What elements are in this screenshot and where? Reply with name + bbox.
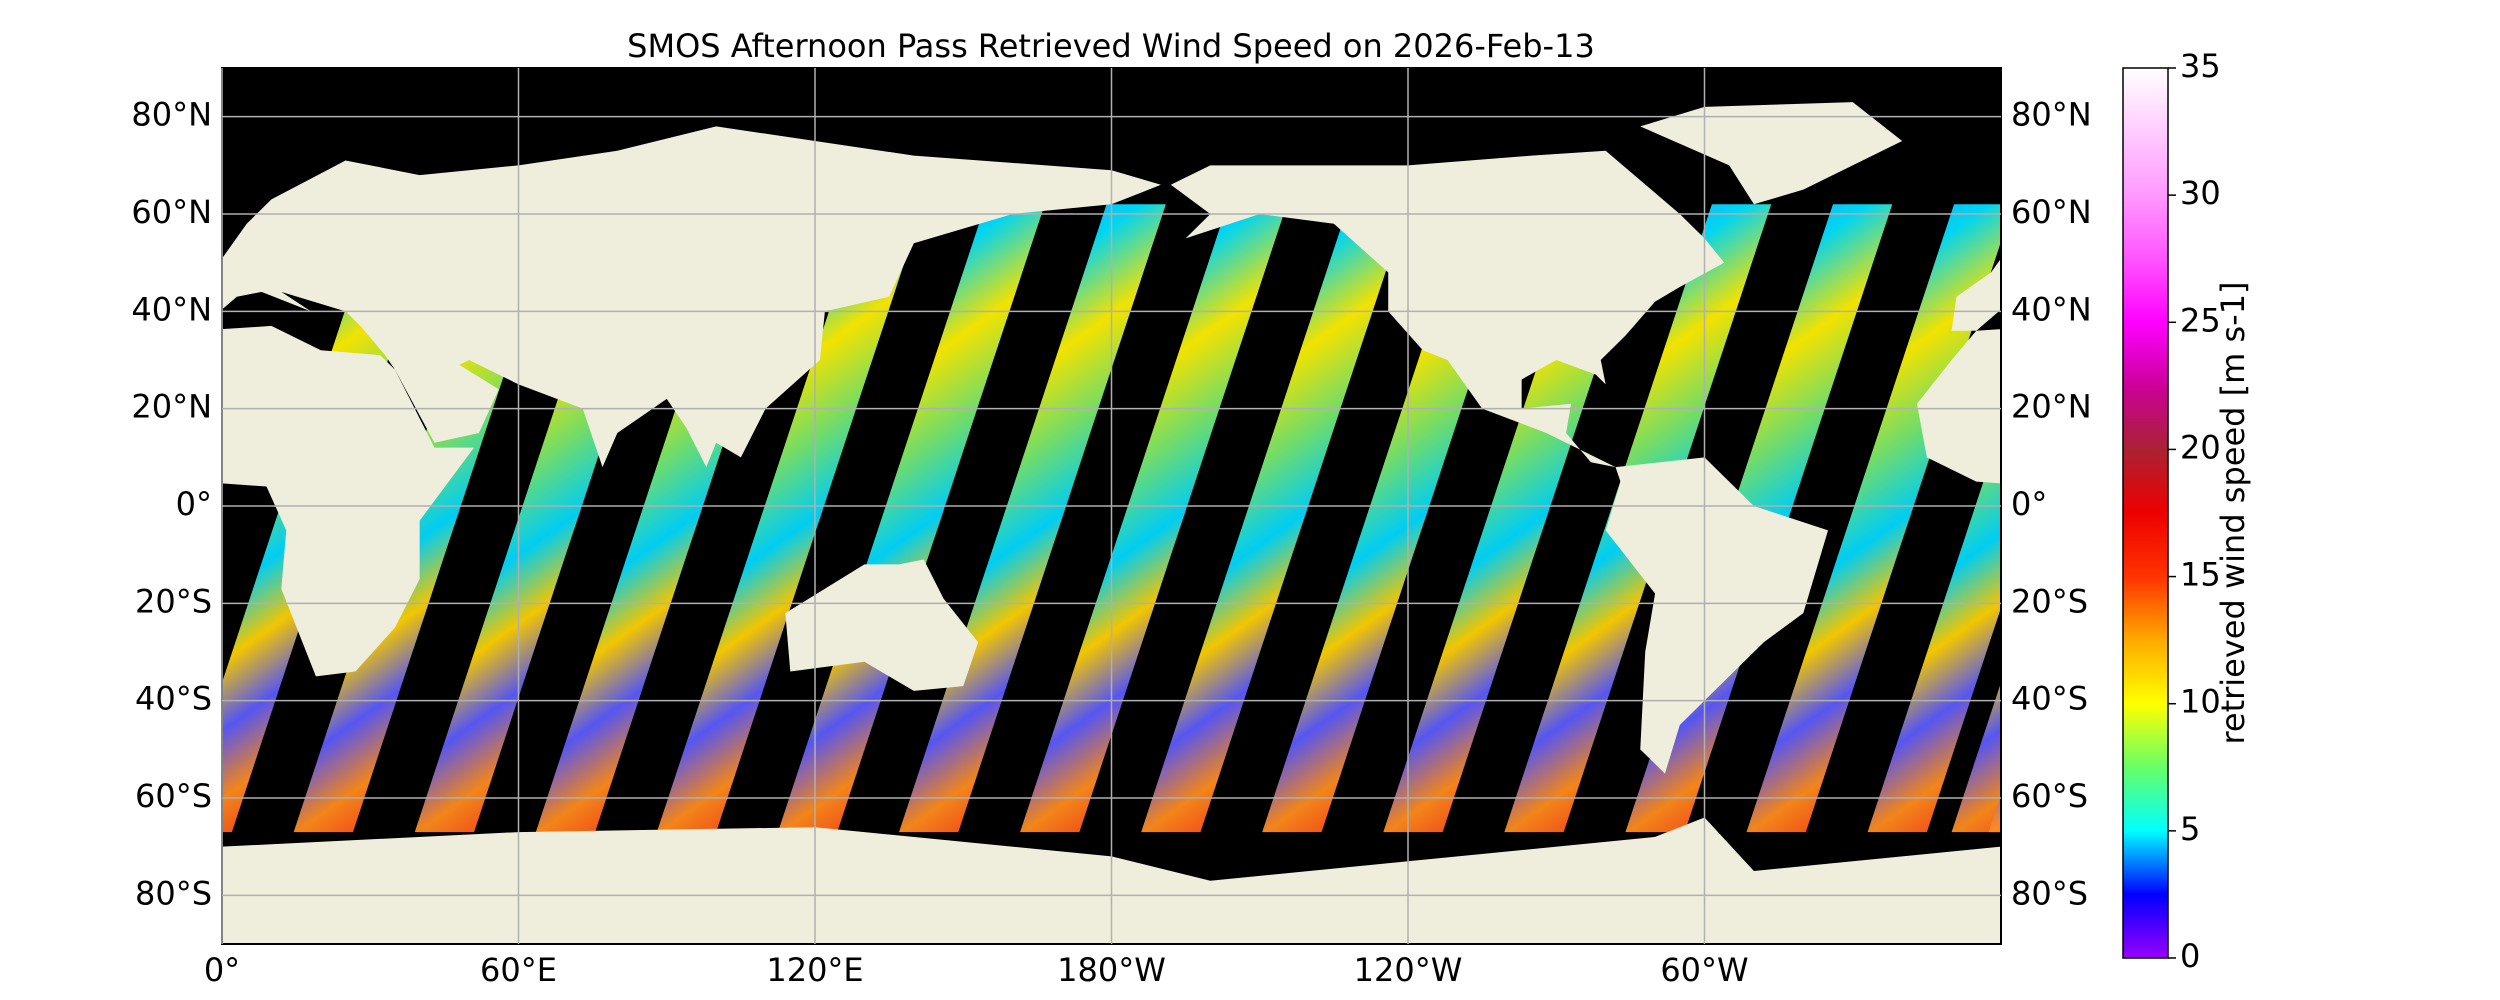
lat-label-left: 0° xyxy=(176,485,212,523)
lat-label-left: 40°S xyxy=(135,680,212,718)
swath xyxy=(1141,204,1408,833)
land xyxy=(1605,457,1829,774)
lat-label-left: 80°N xyxy=(131,96,212,134)
colorbar-tick-label: 25 xyxy=(2180,301,2221,339)
swath xyxy=(2315,204,2500,832)
colorbar-tick-label: 15 xyxy=(2180,556,2221,594)
colorbar-label: retrieved wind speed [m s-1] xyxy=(2214,281,2252,744)
land xyxy=(222,325,475,677)
swath xyxy=(777,204,1045,833)
colorbar-tick-label: 0 xyxy=(2180,937,2200,975)
land xyxy=(0,102,123,204)
colorbar-tick-label: 35 xyxy=(2180,47,2221,85)
lon-label: 60°E xyxy=(480,951,557,989)
swath xyxy=(2436,204,2500,832)
land xyxy=(222,126,1161,468)
lon-label: 0° xyxy=(204,951,240,989)
lat-label-left: 40°N xyxy=(131,290,212,328)
lat-label-left: 60°S xyxy=(135,777,212,815)
land xyxy=(1916,329,2001,484)
lat-label-left: 80°S xyxy=(135,874,212,912)
lat-label-right: 20°S xyxy=(2011,582,2088,620)
swath xyxy=(1020,204,1287,833)
colorbar-tick-label: 20 xyxy=(2180,428,2221,466)
colorbar-tick-label: 10 xyxy=(2180,683,2221,721)
swath xyxy=(1867,428,2001,833)
lat-label-left: 20°S xyxy=(135,582,212,620)
lat-label-right: 60°S xyxy=(2011,777,2088,815)
swath xyxy=(656,204,924,833)
colorbar-tick-label: 5 xyxy=(2180,810,2200,848)
lat-label-left: 60°N xyxy=(131,193,212,231)
lon-label: 180°W xyxy=(1057,951,1166,989)
land xyxy=(1951,258,2001,331)
lon-label: 120°E xyxy=(766,951,863,989)
lat-label-right: 60°N xyxy=(2011,193,2092,231)
land xyxy=(1170,150,1725,468)
land xyxy=(1640,102,1903,205)
swath xyxy=(2073,204,2340,832)
lon-label: 120°W xyxy=(1354,951,1463,989)
lat-label-left: 20°N xyxy=(131,388,212,426)
land xyxy=(0,457,49,773)
colorbar-tick-label: 30 xyxy=(2180,174,2221,212)
lat-label-right: 20°N xyxy=(2011,388,2092,426)
swath xyxy=(1746,204,2001,833)
lat-label-right: 80°S xyxy=(2011,874,2088,912)
swath xyxy=(1951,682,2001,833)
lat-label-right: 0° xyxy=(2011,485,2047,523)
swath xyxy=(1988,794,2001,833)
lat-label-right: 40°S xyxy=(2011,680,2088,718)
lat-label-right: 80°N xyxy=(2011,96,2092,134)
land xyxy=(785,559,979,691)
lon-label: 60°W xyxy=(1660,951,1748,989)
colorbar xyxy=(2122,67,2169,959)
lat-label-right: 40°N xyxy=(2011,290,2092,328)
map-title: SMOS Afternoon Pass Retrieved Wind Speed… xyxy=(627,27,1595,65)
